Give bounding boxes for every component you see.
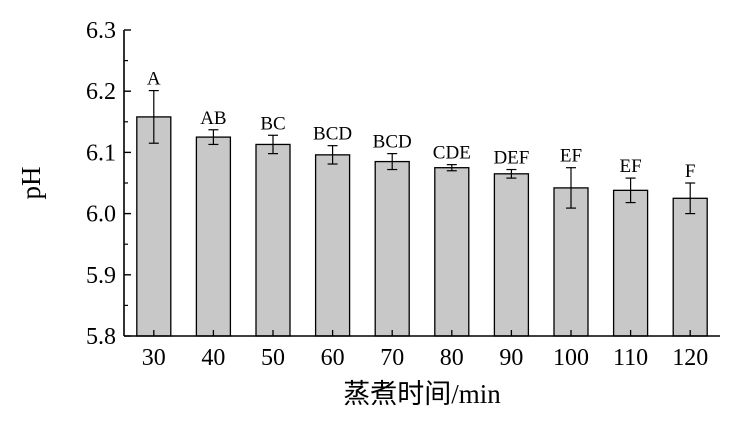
significance-letter-110: EF	[620, 156, 642, 177]
y-tick-label: 5.9	[86, 263, 116, 289]
bar-60	[314, 154, 351, 337]
significance-letter-90: DEF	[493, 148, 529, 169]
x-axis-title: 蒸煮时间/min	[343, 379, 501, 409]
bar-40	[195, 136, 232, 337]
significance-letter-70: BCD	[373, 132, 412, 153]
bar-30	[136, 116, 172, 337]
bar-50	[255, 143, 291, 337]
significance-letter-100: EF	[560, 146, 582, 167]
x-tick-label: 100	[553, 345, 589, 371]
significance-letter-80: CDE	[433, 143, 471, 164]
significance-letter-60: BCD	[313, 124, 352, 145]
bars-group	[136, 116, 708, 337]
significance-letter-50: BC	[260, 113, 285, 134]
y-tick-label: 6.0	[86, 202, 116, 228]
x-tick-label: 40	[201, 345, 225, 371]
x-tick-label: 60	[321, 345, 345, 371]
bar-120	[672, 197, 708, 337]
y-axis-title: pH	[16, 167, 46, 200]
significance-letter-30: A	[147, 69, 161, 90]
x-tick-label: 80	[440, 345, 464, 371]
y-tick-label: 6.2	[86, 79, 116, 105]
significance-letters-group: A AB BC BCD BCD CDE DEF EF EF F	[147, 69, 696, 182]
y-tick-label: 5.8	[86, 324, 116, 350]
significance-letter-120: F	[685, 161, 696, 182]
y-ticks-group: 5.8 5.9 6.0 6.1 6.2 6.3	[86, 18, 131, 350]
bar-110	[612, 189, 649, 337]
x-tick-label: 50	[261, 345, 285, 371]
y-tick-label: 6.1	[86, 140, 116, 166]
x-tick-label: 70	[380, 345, 404, 371]
x-tick-label: 120	[672, 345, 708, 371]
x-tick-label: 30	[142, 345, 166, 371]
bar-80	[434, 167, 470, 337]
bar-90	[493, 173, 530, 337]
x-ticks-group: 30 40 50 60 70 80 90 100 110 120	[142, 330, 708, 371]
x-tick-label: 110	[613, 345, 648, 371]
x-tick-label: 90	[499, 345, 523, 371]
bar-100	[553, 187, 589, 337]
bar-70	[374, 160, 410, 337]
y-tick-label: 6.3	[86, 18, 116, 44]
significance-letter-40: AB	[200, 108, 226, 129]
error-bars-group	[148, 89, 696, 215]
